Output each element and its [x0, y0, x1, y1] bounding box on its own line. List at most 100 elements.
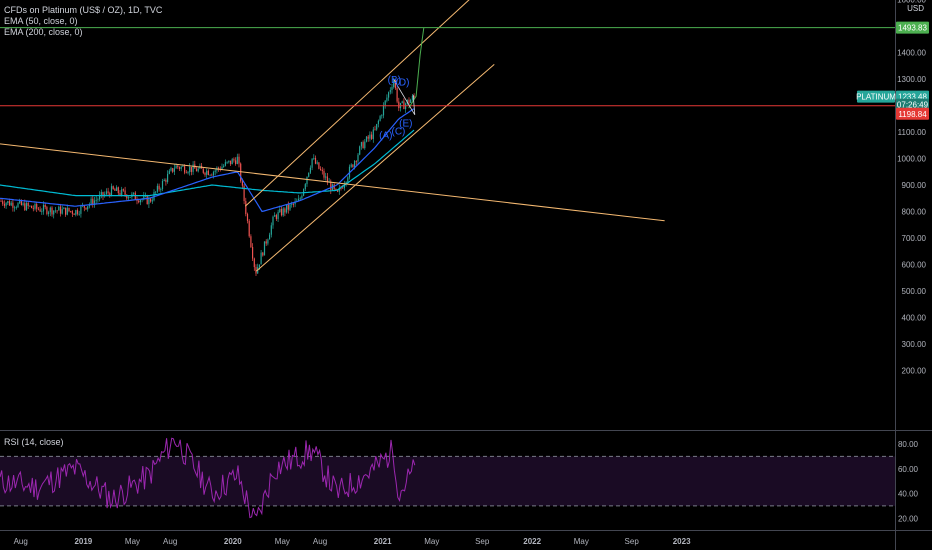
candle	[388, 92, 390, 98]
candle	[143, 195, 145, 199]
candle	[209, 174, 211, 176]
candle	[413, 95, 415, 97]
candle	[297, 198, 300, 201]
candle	[119, 193, 121, 196]
candle	[150, 198, 152, 202]
candle	[372, 129, 374, 139]
price-tick-label: 200.00	[902, 367, 927, 376]
candle	[376, 123, 378, 130]
candle	[365, 136, 368, 142]
candle	[411, 95, 413, 100]
candle	[12, 202, 14, 208]
candle	[97, 199, 99, 201]
candle	[408, 99, 410, 103]
candle	[398, 101, 400, 109]
ema50-legend[interactable]: EMA (50, close, 0)	[4, 16, 78, 26]
time-tick-label: 2019	[74, 537, 92, 546]
candle	[197, 168, 199, 172]
candle	[138, 200, 140, 203]
candle	[156, 185, 158, 192]
candle	[27, 202, 29, 206]
candle	[90, 198, 92, 205]
candle	[258, 264, 260, 268]
candle	[160, 189, 162, 190]
candle	[107, 191, 109, 194]
candle	[263, 241, 266, 256]
chart-legend: CFDs on Platinum (US$ / OZ), 1D, TVC EMA…	[4, 5, 162, 38]
candle	[117, 187, 119, 194]
candle	[29, 205, 31, 207]
candle	[381, 115, 383, 117]
candle	[121, 189, 123, 196]
candle	[195, 168, 198, 172]
candle	[20, 200, 22, 206]
candle	[73, 213, 75, 215]
price-tick-label: 1600.00	[897, 0, 926, 4]
candle	[182, 166, 184, 167]
candle	[350, 164, 352, 167]
candle	[25, 202, 28, 211]
candle	[299, 198, 301, 200]
candle	[279, 209, 281, 213]
price-tick-label: 300.00	[902, 340, 927, 349]
price-tick-label: 500.00	[902, 287, 927, 296]
candle	[202, 168, 204, 173]
rsi-tick-label: 20.00	[898, 514, 919, 523]
candle	[330, 181, 332, 191]
price-tick-label: 1100.00	[898, 128, 927, 137]
rsi-band	[0, 456, 895, 506]
candle	[342, 187, 344, 189]
candle	[2, 201, 4, 204]
symbol-title[interactable]: CFDs on Platinum (US$ / OZ), 1D, TVC	[4, 5, 163, 15]
candle	[410, 99, 412, 103]
rsi-line	[0, 437, 416, 519]
rsi-tick-label: 80.00	[898, 440, 919, 449]
candle	[49, 207, 51, 213]
candle	[189, 166, 191, 173]
target-price-label: 1493.83	[896, 21, 929, 34]
candle	[56, 210, 58, 212]
candle	[286, 204, 288, 213]
candle	[252, 247, 254, 259]
candle	[51, 207, 53, 215]
symbol-tag-bg	[857, 90, 895, 103]
countdown-label: 07:26:49	[896, 98, 929, 111]
resistance-price-label-text: 1198.84	[898, 110, 927, 119]
last-price-label-text: 1233.48	[898, 93, 927, 102]
rsi-legend[interactable]: RSI (14, close)	[4, 437, 64, 447]
candle	[248, 220, 250, 237]
candle	[158, 185, 160, 190]
candle	[403, 101, 405, 110]
candle	[352, 164, 354, 168]
candle	[223, 165, 225, 167]
candle	[85, 207, 87, 210]
time-tick-label: May	[275, 537, 290, 546]
candle	[165, 179, 167, 182]
candle	[260, 252, 262, 265]
candle	[185, 172, 187, 174]
time-tick-label: Aug	[163, 537, 177, 546]
candle	[316, 162, 318, 164]
candle	[371, 134, 373, 139]
candle	[204, 172, 206, 175]
price-tick-label: 1400.00	[897, 48, 926, 57]
upper-channel-trendline	[244, 0, 470, 207]
candle	[360, 142, 362, 147]
candle	[275, 215, 277, 219]
candle	[190, 166, 192, 172]
candle	[338, 187, 340, 192]
candle	[53, 210, 55, 215]
candle	[148, 198, 150, 205]
candle	[265, 241, 267, 244]
candle	[36, 204, 38, 209]
candle	[70, 211, 72, 212]
candle	[282, 208, 284, 216]
candle	[58, 206, 60, 211]
ema200-legend[interactable]: EMA (200, close, 0)	[4, 27, 83, 37]
ema50-line	[0, 108, 415, 213]
candle	[238, 156, 240, 164]
candle	[374, 129, 376, 131]
candle	[92, 198, 94, 206]
candle	[362, 142, 364, 149]
